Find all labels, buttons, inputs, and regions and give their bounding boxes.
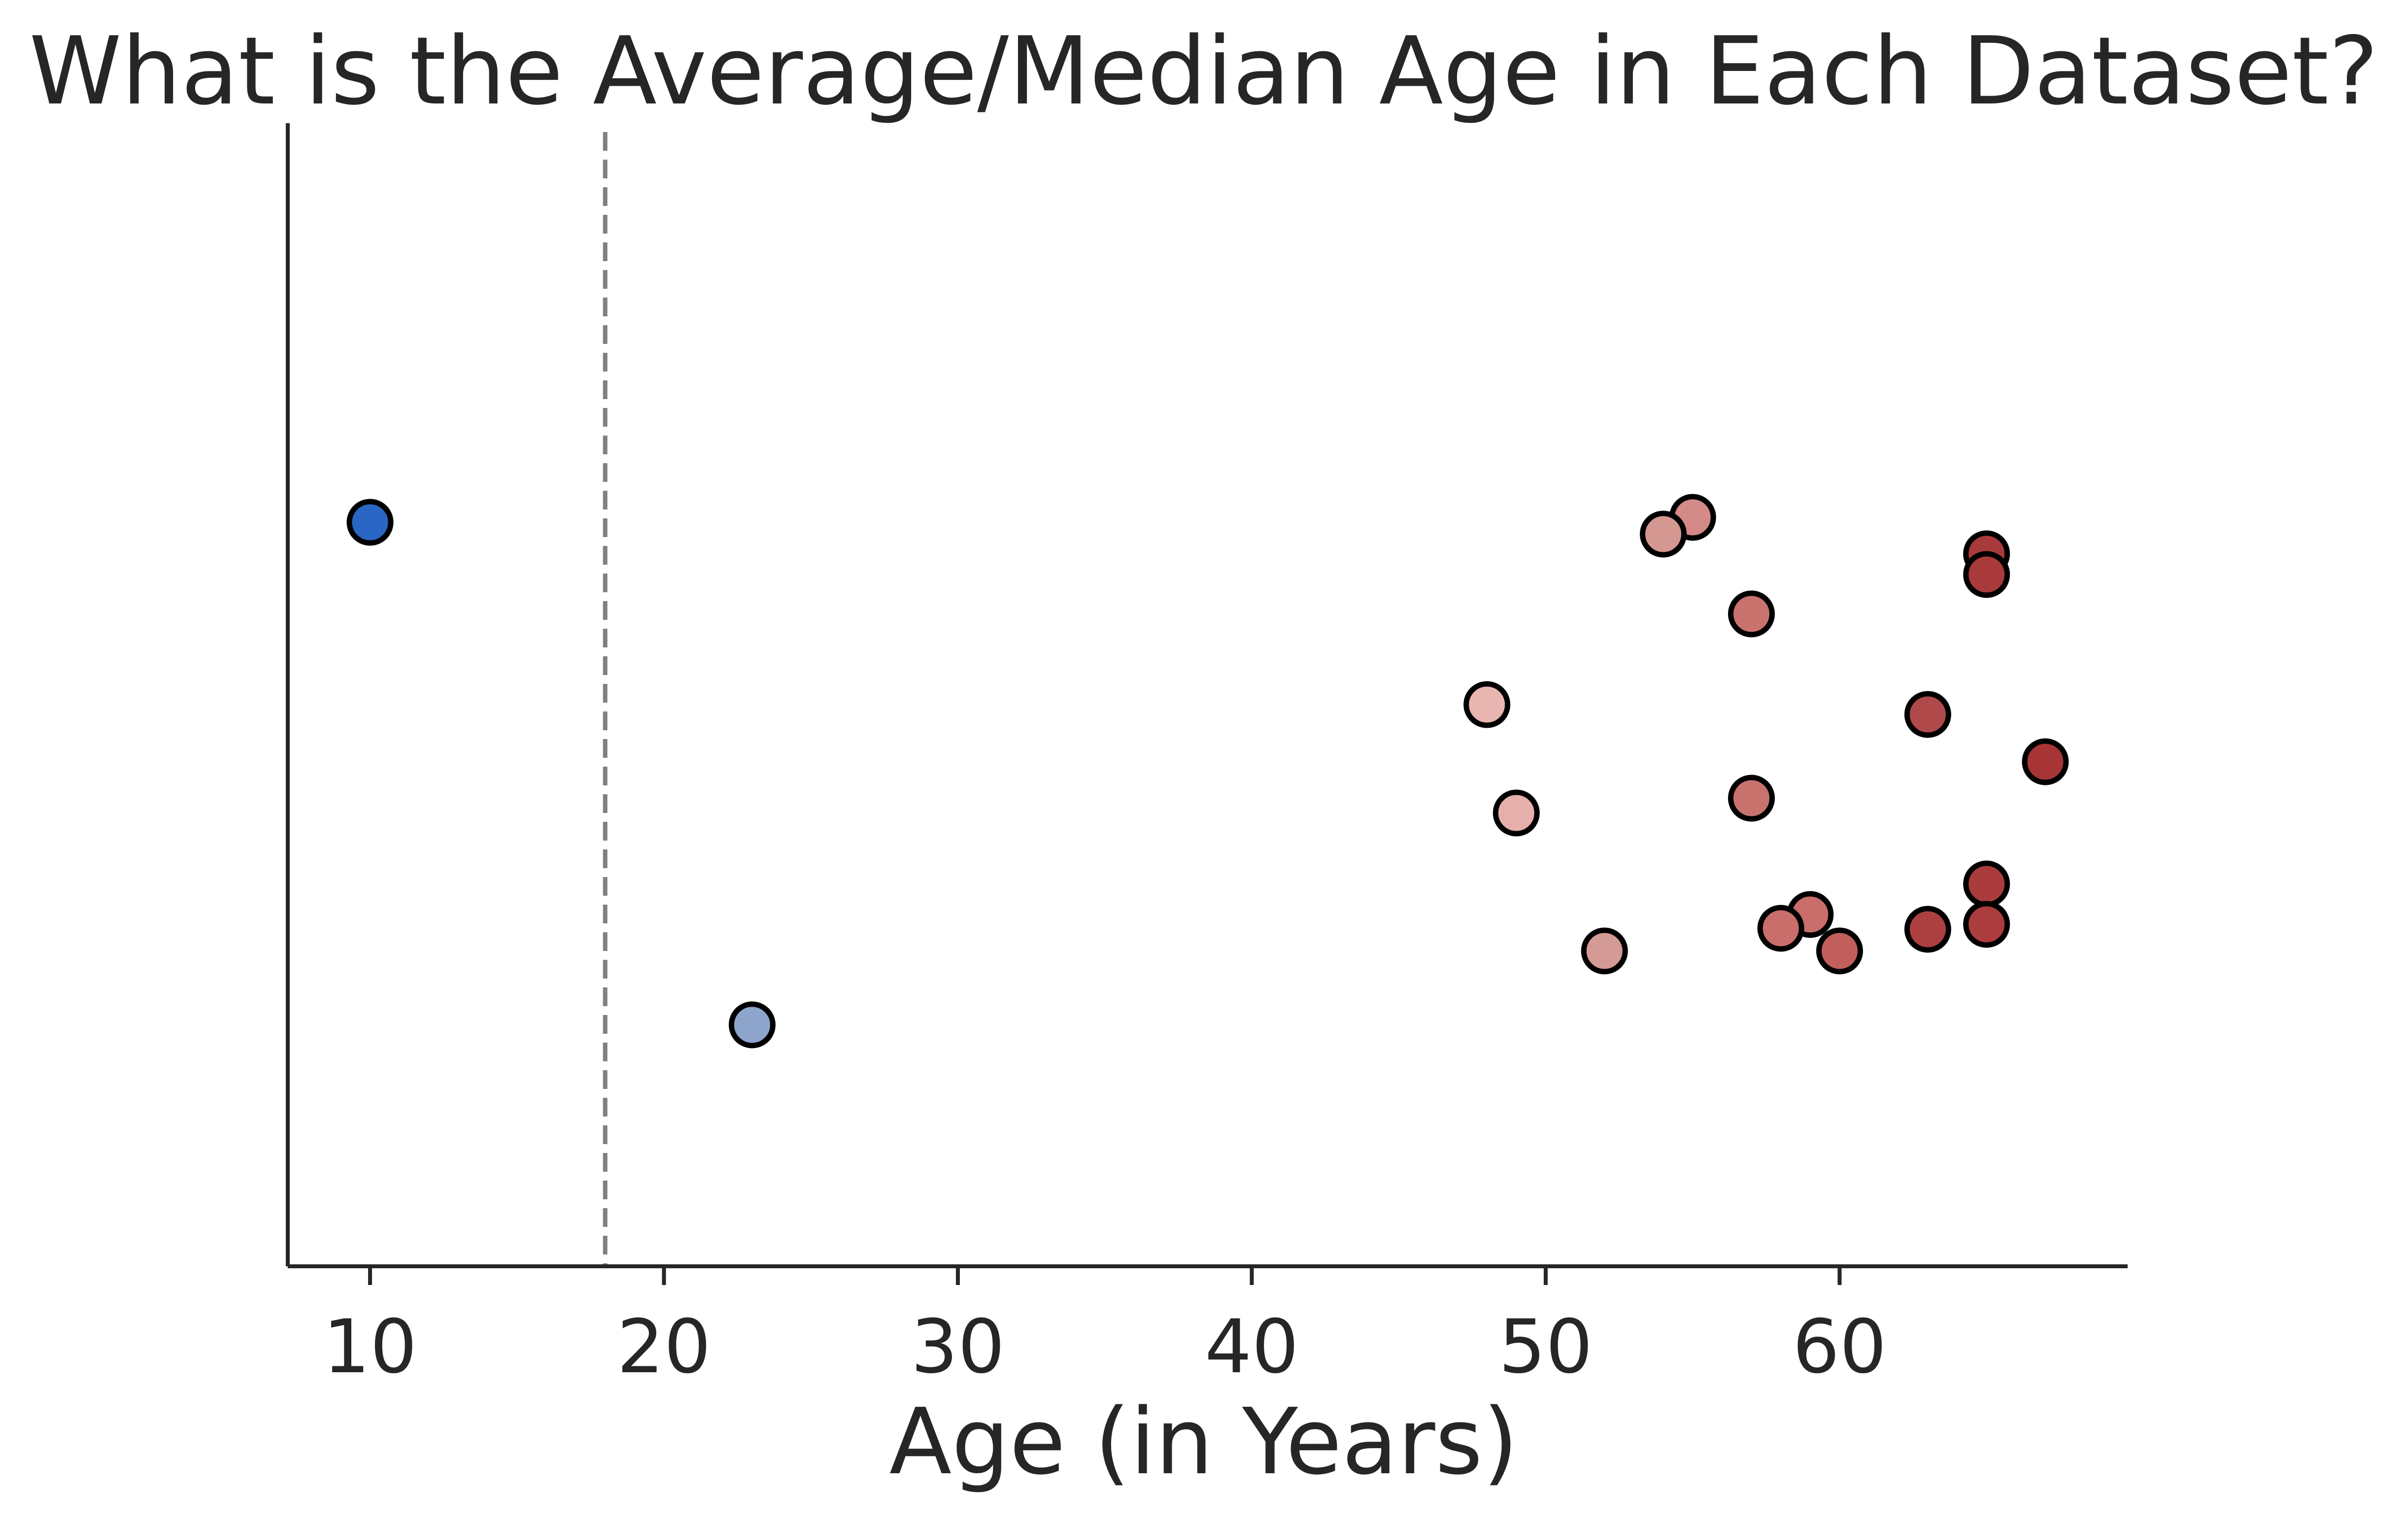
chart-title: What is the Average/Median Age in Each D… [29,17,2378,126]
x-tick-label-50: 50 [1499,1304,1593,1390]
data-point-11 [1492,789,1540,837]
data-point-16 [1963,901,2010,948]
data-point-14 [1757,905,1804,952]
x-tick-label-30: 30 [911,1304,1005,1390]
data-point-0 [346,499,394,546]
data-point-10 [1728,775,1775,822]
data-point-18 [1816,927,1863,975]
x-tick-label-40: 40 [1205,1304,1299,1390]
x-tick-label-10: 10 [323,1304,417,1390]
data-point-17 [1581,927,1628,975]
data-points [346,494,2069,1049]
data-point-7 [1463,681,1511,728]
data-point-6 [1728,590,1775,638]
data-point-1 [728,1001,776,1049]
data-point-3 [1640,510,1687,558]
x-tick-label-60: 60 [1793,1304,1887,1390]
data-point-5 [1963,551,2010,598]
data-point-9 [2022,738,2069,785]
data-point-15 [1904,906,1951,953]
data-point-12 [1963,860,2010,908]
x-axis-label: Age (in Years) [889,1388,1518,1495]
data-point-8 [1904,691,1951,738]
x-tick-label-20: 20 [617,1304,711,1390]
x-axis-ticks: 10 20 30 40 50 60 [323,1266,1887,1390]
